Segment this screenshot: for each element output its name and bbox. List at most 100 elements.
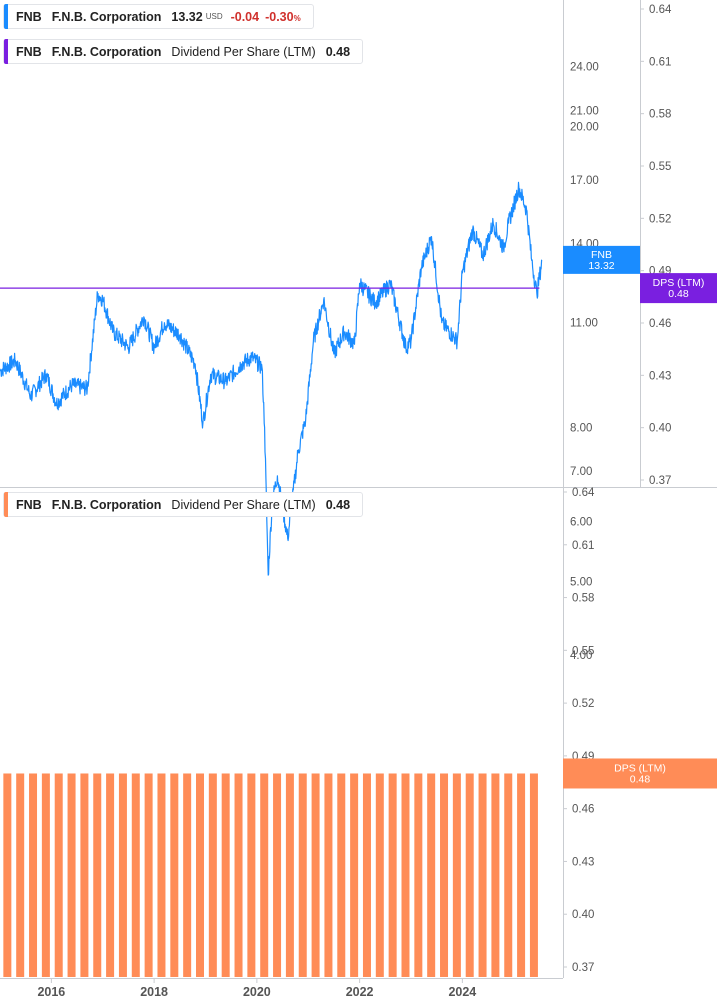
price-axis-tick: 11.00 bbox=[570, 318, 598, 330]
dps-axis-tick-top: 0.52 bbox=[649, 213, 671, 225]
dps-legend-top-metric: Dividend Per Share (LTM) bbox=[171, 44, 316, 59]
dps-tag-bottom-label: DPS (LTM) bbox=[614, 762, 666, 774]
dps-bar bbox=[517, 773, 526, 977]
dps-legend-top[interactable]: FNB F.N.B. Corporation Dividend Per Shar… bbox=[3, 39, 364, 64]
dps-bar bbox=[131, 773, 140, 977]
price-tag-value: 13.32 bbox=[588, 260, 614, 272]
dps-bar bbox=[491, 773, 500, 977]
dps-bar bbox=[478, 773, 487, 977]
dps-bar bbox=[29, 773, 38, 977]
dps-tag-bottom-value: 0.48 bbox=[630, 773, 651, 785]
dps-bar bbox=[3, 773, 12, 977]
dps-bar bbox=[157, 773, 166, 977]
dps-bar bbox=[401, 773, 410, 977]
x-axis-tick-label: 2018 bbox=[140, 985, 168, 999]
x-axis-tick-label: 2016 bbox=[37, 985, 65, 999]
price-legend-pct-sign: % bbox=[293, 13, 301, 23]
dps-tag-top bbox=[640, 273, 717, 304]
dps-legend-top-ticker: FNB bbox=[16, 44, 42, 59]
dps-bar bbox=[529, 773, 538, 977]
price-tag bbox=[563, 245, 640, 274]
dps-axis-tick-bottom: 0.55 bbox=[572, 645, 594, 657]
dps-legend-top-swatch bbox=[4, 39, 8, 64]
x-axis-tick-label: 2020 bbox=[243, 985, 271, 999]
dps-bar bbox=[465, 773, 474, 977]
dps-bar bbox=[234, 773, 243, 977]
dps-axis-tick-bottom: 0.64 bbox=[572, 487, 595, 499]
dps-axis-tick-bottom: 0.37 bbox=[572, 962, 594, 974]
price-axis-tick: 21.00 bbox=[570, 105, 599, 117]
dps-axis-tick-bottom: 0.58 bbox=[572, 593, 594, 605]
price-legend-value: 13.32 bbox=[171, 9, 203, 24]
dps-bar bbox=[67, 773, 76, 977]
dps-axis-tick-top: 0.61 bbox=[649, 56, 671, 68]
price-axis-tick: 6.00 bbox=[570, 517, 592, 529]
price-line-group bbox=[0, 181, 543, 576]
dps-bar bbox=[41, 773, 50, 977]
dps-bar bbox=[80, 773, 89, 977]
price-legend-change: -0.04 bbox=[230, 9, 260, 24]
x-axis-tick-label: 2022 bbox=[346, 985, 374, 999]
dps-bar bbox=[311, 773, 320, 977]
dps-bar bbox=[324, 773, 333, 977]
price-axis-tick: 8.00 bbox=[570, 422, 592, 434]
price-axis-tick: 20.00 bbox=[570, 121, 599, 133]
dps-bar bbox=[337, 773, 346, 977]
dps-axis-tick-bottom: 0.46 bbox=[572, 804, 594, 816]
dps-bar bbox=[452, 773, 461, 977]
price-legend-swatch bbox=[4, 4, 8, 29]
dps-legend-bottom-metric: Dividend Per Share (LTM) bbox=[171, 497, 316, 512]
dps-bar bbox=[375, 773, 384, 977]
price-legend-name: F.N.B. Corporation bbox=[51, 9, 162, 24]
price-axis-tick: 24.00 bbox=[570, 62, 599, 74]
price-axis-tick: 4.00 bbox=[570, 650, 592, 662]
price-legend[interactable]: FNB F.N.B. Corporation 13.32 USD -0.04 -… bbox=[3, 4, 314, 29]
dps-bar bbox=[93, 773, 102, 977]
dps-axis-tick-top: 0.43 bbox=[649, 370, 671, 382]
dps-bar bbox=[362, 773, 371, 977]
dps-bar bbox=[350, 773, 359, 977]
dps-bar bbox=[440, 773, 449, 977]
dps-bar bbox=[260, 773, 269, 977]
dps-legend-bottom-swatch bbox=[4, 492, 8, 517]
price-legend-ticker: FNB bbox=[16, 9, 42, 24]
price-legend-change-pct: -0.30% bbox=[265, 10, 301, 24]
x-axis-tick-label: 2024 bbox=[448, 985, 476, 999]
dps-bar bbox=[285, 773, 294, 977]
top-pane-axis-lines bbox=[563, 0, 641, 487]
dps-axis-tick-top: 0.37 bbox=[649, 475, 671, 487]
dps-bar bbox=[144, 773, 153, 977]
dps-bar bbox=[247, 773, 256, 977]
dps-legend-bottom-ticker: FNB bbox=[16, 497, 42, 512]
dps-axis-tick-top: 0.55 bbox=[649, 161, 671, 173]
dps-bar bbox=[183, 773, 192, 977]
dps-bar bbox=[273, 773, 282, 977]
price-line bbox=[0, 181, 543, 576]
dps-axis-tick-top: 0.40 bbox=[649, 423, 671, 435]
dps-bar bbox=[414, 773, 423, 977]
price-axis-tick: 17.00 bbox=[570, 175, 599, 187]
dps-bar bbox=[16, 773, 25, 977]
price-axis-ticks: 4.005.006.007.008.0011.0014.0017.0020.00… bbox=[570, 62, 599, 662]
price-tag-label: FNB bbox=[591, 249, 612, 261]
price-axis-tick: 7.00 bbox=[570, 466, 592, 478]
dps-legend-bottom[interactable]: FNB F.N.B. Corporation Dividend Per Shar… bbox=[3, 492, 364, 517]
dps-tag-bottom bbox=[563, 758, 717, 789]
dps-axis-tick-bottom: 0.61 bbox=[572, 540, 594, 552]
dps-axis-ticks-bottom: 0.370.400.430.460.490.520.550.580.610.64 bbox=[563, 487, 595, 974]
dps-bar bbox=[221, 773, 230, 977]
dps-bar bbox=[118, 773, 127, 977]
dps-tag-top-label: DPS (LTM) bbox=[653, 277, 705, 289]
dps-bar bbox=[208, 773, 217, 977]
dps-bar bbox=[388, 773, 397, 977]
dps-legend-top-value: 0.48 bbox=[325, 44, 351, 59]
dps-bar bbox=[298, 773, 307, 977]
dps-tag-top-value: 0.48 bbox=[668, 288, 689, 300]
x-axis-ticks: 2016 2018 2020 2022 2024 bbox=[37, 978, 476, 999]
dps-bar bbox=[427, 773, 436, 977]
dps-axis-tick-top: 0.58 bbox=[649, 109, 671, 121]
price-legend-change-pct-value: -0.30 bbox=[265, 9, 294, 24]
dps-legend-bottom-value: 0.48 bbox=[325, 497, 351, 512]
dps-axis-tick-top: 0.46 bbox=[649, 318, 671, 330]
